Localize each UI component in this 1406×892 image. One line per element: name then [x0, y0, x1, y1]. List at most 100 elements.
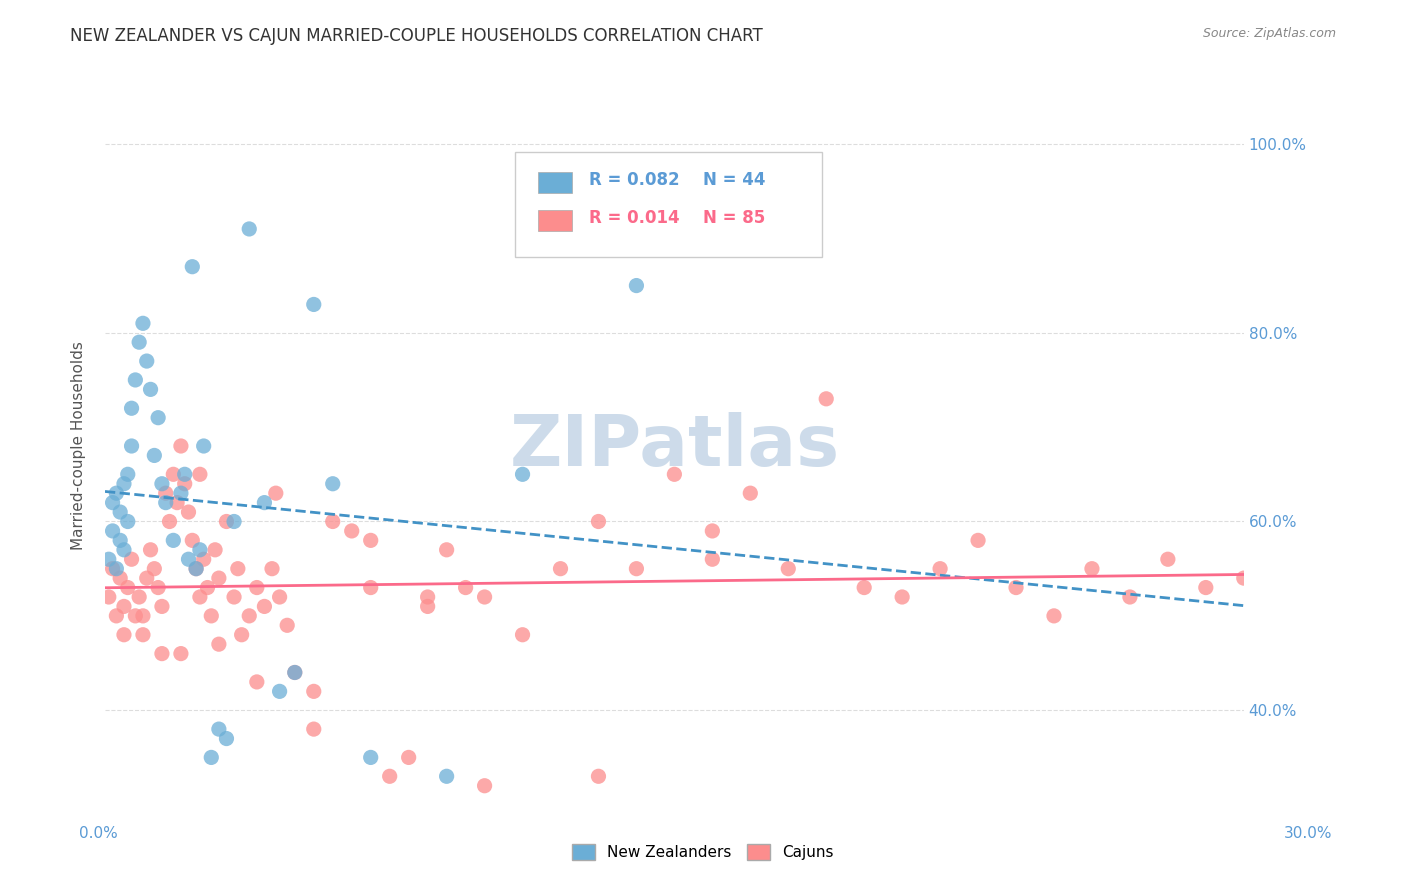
Point [284, 665, 307, 680]
Point [378, 769, 401, 783]
Point [474, 590, 496, 604]
Point [740, 486, 762, 500]
Legend: New Zealanders, Cajuns: New Zealanders, Cajuns [567, 838, 839, 866]
Point [1005, 581, 1028, 595]
Point [1081, 562, 1104, 576]
Point [170, 486, 193, 500]
Point [188, 590, 211, 604]
Point [302, 684, 325, 698]
Y-axis label: Married-couple Households: Married-couple Households [72, 342, 86, 550]
Point [340, 524, 363, 538]
FancyBboxPatch shape [537, 172, 572, 193]
Point [276, 618, 298, 632]
Point [105, 486, 128, 500]
Point [238, 608, 260, 623]
Point [143, 449, 166, 463]
Point [143, 562, 166, 576]
Point [117, 581, 139, 595]
Point [117, 515, 139, 529]
Point [150, 476, 173, 491]
Point [200, 750, 222, 764]
Point [222, 515, 245, 529]
Point [193, 439, 215, 453]
Point [474, 779, 496, 793]
Point [193, 552, 215, 566]
Point [231, 628, 253, 642]
Text: ZIPatlas: ZIPatlas [509, 411, 839, 481]
Point [124, 608, 146, 623]
Point [170, 439, 193, 453]
Point [139, 383, 162, 397]
Point [200, 608, 222, 623]
Point [177, 505, 200, 519]
Point [105, 608, 128, 623]
Point [246, 674, 269, 689]
Point [1233, 571, 1256, 585]
Point [702, 524, 724, 538]
Point [626, 562, 648, 576]
Point [97, 552, 120, 566]
Point [1119, 590, 1142, 604]
Point [181, 533, 204, 548]
Point [512, 628, 534, 642]
Point [101, 495, 124, 509]
Point [702, 552, 724, 566]
Text: 30.0%: 30.0% [1284, 827, 1331, 841]
Point [929, 562, 952, 576]
Point [360, 581, 382, 595]
Point [177, 552, 200, 566]
Point [139, 542, 162, 557]
Point [117, 467, 139, 482]
Point [226, 562, 249, 576]
Point [204, 542, 226, 557]
Point [181, 260, 204, 274]
Point [416, 590, 439, 604]
Point [108, 505, 131, 519]
Point [184, 562, 207, 576]
Point [112, 599, 135, 614]
Point [150, 647, 173, 661]
Point [132, 316, 155, 330]
Point [208, 722, 231, 736]
Text: 0.0%: 0.0% [79, 827, 118, 841]
Point [173, 467, 195, 482]
Point [146, 410, 169, 425]
Point [246, 581, 269, 595]
Point [121, 401, 143, 416]
Point [512, 467, 534, 482]
FancyBboxPatch shape [515, 152, 823, 257]
Point [188, 467, 211, 482]
Point [550, 562, 572, 576]
Point [162, 533, 184, 548]
Point [155, 495, 177, 509]
Point [128, 335, 150, 350]
Point [238, 222, 260, 236]
Point [588, 515, 610, 529]
Point [1195, 581, 1218, 595]
Point [416, 599, 439, 614]
Point [215, 515, 238, 529]
Point [135, 571, 157, 585]
Point [105, 562, 128, 576]
Point [150, 599, 173, 614]
Point [436, 542, 458, 557]
Point [108, 533, 131, 548]
Point [778, 562, 800, 576]
Point [166, 495, 188, 509]
Point [302, 297, 325, 311]
Point [815, 392, 838, 406]
Point [253, 495, 276, 509]
Point [853, 581, 876, 595]
Point [112, 542, 135, 557]
Point [967, 533, 990, 548]
Text: NEW ZEALANDER VS CAJUN MARRIED-COUPLE HOUSEHOLDS CORRELATION CHART: NEW ZEALANDER VS CAJUN MARRIED-COUPLE HO… [70, 27, 763, 45]
Text: R = 0.082: R = 0.082 [589, 171, 679, 189]
Point [108, 571, 131, 585]
Point [188, 542, 211, 557]
Text: N = 85: N = 85 [703, 209, 765, 227]
Point [269, 684, 291, 698]
Point [121, 552, 143, 566]
Point [588, 769, 610, 783]
Point [322, 515, 344, 529]
Point [155, 486, 177, 500]
